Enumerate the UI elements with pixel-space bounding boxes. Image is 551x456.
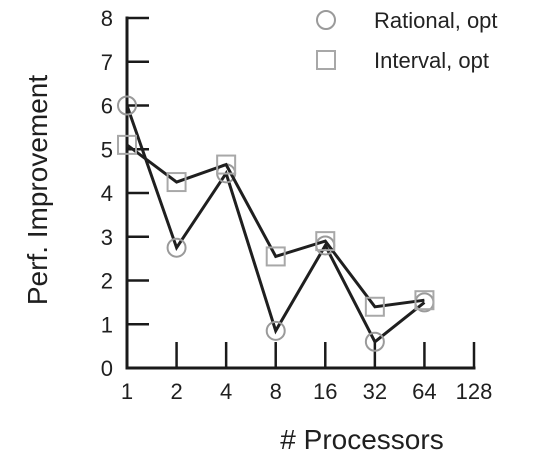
y-ticks: 0 1 2 3 4 5 6 7 8 [101,6,149,381]
x-tick-label: 128 [456,379,493,404]
data-point-interval-opt [166,172,187,193]
series-group [117,95,435,352]
x-tick-label: 2 [170,379,182,404]
x-tick-label: 1 [121,379,133,404]
y-tick-label: 0 [101,356,113,381]
series-line-interval-opt [126,143,425,309]
y-tick-label: 5 [101,137,113,162]
legend-label-rational: Rational, opt [374,8,498,33]
legend: Rational, opt Interval, opt [316,8,498,73]
legend-item-rational: Rational, opt [316,8,498,33]
data-point-interval-opt [265,246,286,267]
legend-square-marker-icon [316,50,336,70]
y-tick-label: 8 [101,6,113,31]
legend-circle-marker-icon [316,10,336,30]
y-tick-label: 4 [101,181,113,206]
x-tick-label: 4 [220,379,232,404]
x-ticks: 1 2 4 8 16 32 64 128 [121,342,492,404]
x-tick-label: 64 [412,379,436,404]
y-tick-label: 1 [101,312,113,337]
y-tick-label: 2 [101,269,113,294]
data-point-interval-opt [414,290,435,311]
data-point-rational-opt [117,95,137,116]
y-axis-label: Perf. Improvement [22,75,53,306]
y-tick-label: 7 [101,50,113,75]
x-axis-label: # Processors [280,424,443,455]
data-point-rational-opt [364,331,385,352]
data-point-interval-opt [364,296,385,317]
y-tick-label: 6 [101,94,113,119]
x-tick-label: 8 [270,379,282,404]
data-point-interval-opt [216,154,237,175]
series-line-rational-opt [125,105,426,345]
data-point-interval-opt [117,134,137,155]
data-point-interval-opt [315,231,336,252]
data-point-rational-opt [166,237,187,258]
legend-label-interval: Interval, opt [374,48,489,73]
legend-item-interval: Interval, opt [316,48,489,73]
x-tick-label: 16 [313,379,337,404]
data-point-rational-opt [265,320,286,341]
y-tick-label: 3 [101,225,113,250]
x-tick-label: 32 [363,379,387,404]
